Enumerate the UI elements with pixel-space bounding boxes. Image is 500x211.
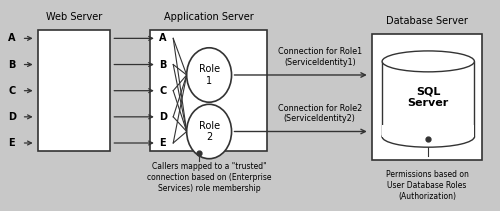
Text: Role
2: Role 2	[198, 121, 220, 142]
Text: B: B	[8, 60, 16, 70]
Text: Application Server: Application Server	[164, 12, 254, 22]
Text: D: D	[8, 112, 16, 122]
Ellipse shape	[382, 126, 474, 147]
Text: D: D	[160, 112, 168, 122]
Text: A: A	[160, 33, 167, 43]
Text: E: E	[8, 138, 15, 148]
Text: C: C	[8, 86, 16, 96]
Bar	[372, 34, 482, 160]
Text: Database Server: Database Server	[386, 16, 468, 26]
Bar	[38, 30, 111, 151]
Text: Permissions based on
User Database Roles
(Authorization): Permissions based on User Database Roles…	[386, 170, 468, 202]
Text: Connection for Role2
(ServiceIdentity2): Connection for Role2 (ServiceIdentity2)	[278, 104, 362, 123]
Text: B: B	[160, 60, 166, 70]
Bar	[150, 30, 268, 151]
Text: Role
1: Role 1	[198, 64, 220, 86]
Text: SQL
Server: SQL Server	[408, 86, 449, 108]
Text: Connection for Role1
(ServiceIdentity1): Connection for Role1 (ServiceIdentity1)	[278, 47, 362, 67]
Ellipse shape	[186, 104, 232, 159]
Ellipse shape	[186, 48, 232, 102]
Text: Web Server: Web Server	[46, 12, 102, 22]
Bar	[382, 125, 474, 137]
Text: Callers mapped to a "trusted"
connection based on (Enterprise
Services) role mem: Callers mapped to a "trusted" connection…	[146, 162, 271, 193]
Ellipse shape	[382, 51, 474, 72]
Bar	[382, 61, 474, 137]
Text: C: C	[160, 86, 166, 96]
Text: E: E	[160, 138, 166, 148]
Text: A: A	[8, 33, 16, 43]
